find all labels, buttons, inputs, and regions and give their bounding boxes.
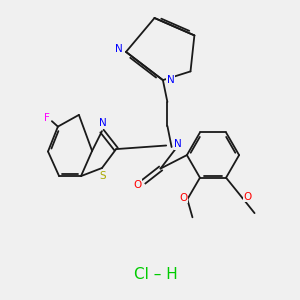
Text: O: O bbox=[133, 179, 142, 190]
Text: O: O bbox=[244, 192, 252, 202]
Text: S: S bbox=[100, 171, 106, 181]
Text: F: F bbox=[44, 112, 50, 123]
Text: Cl – H: Cl – H bbox=[134, 267, 178, 282]
Text: N: N bbox=[174, 139, 182, 149]
Text: N: N bbox=[99, 118, 106, 128]
Text: N: N bbox=[115, 44, 122, 54]
Text: N: N bbox=[167, 75, 174, 85]
Text: O: O bbox=[179, 193, 188, 203]
